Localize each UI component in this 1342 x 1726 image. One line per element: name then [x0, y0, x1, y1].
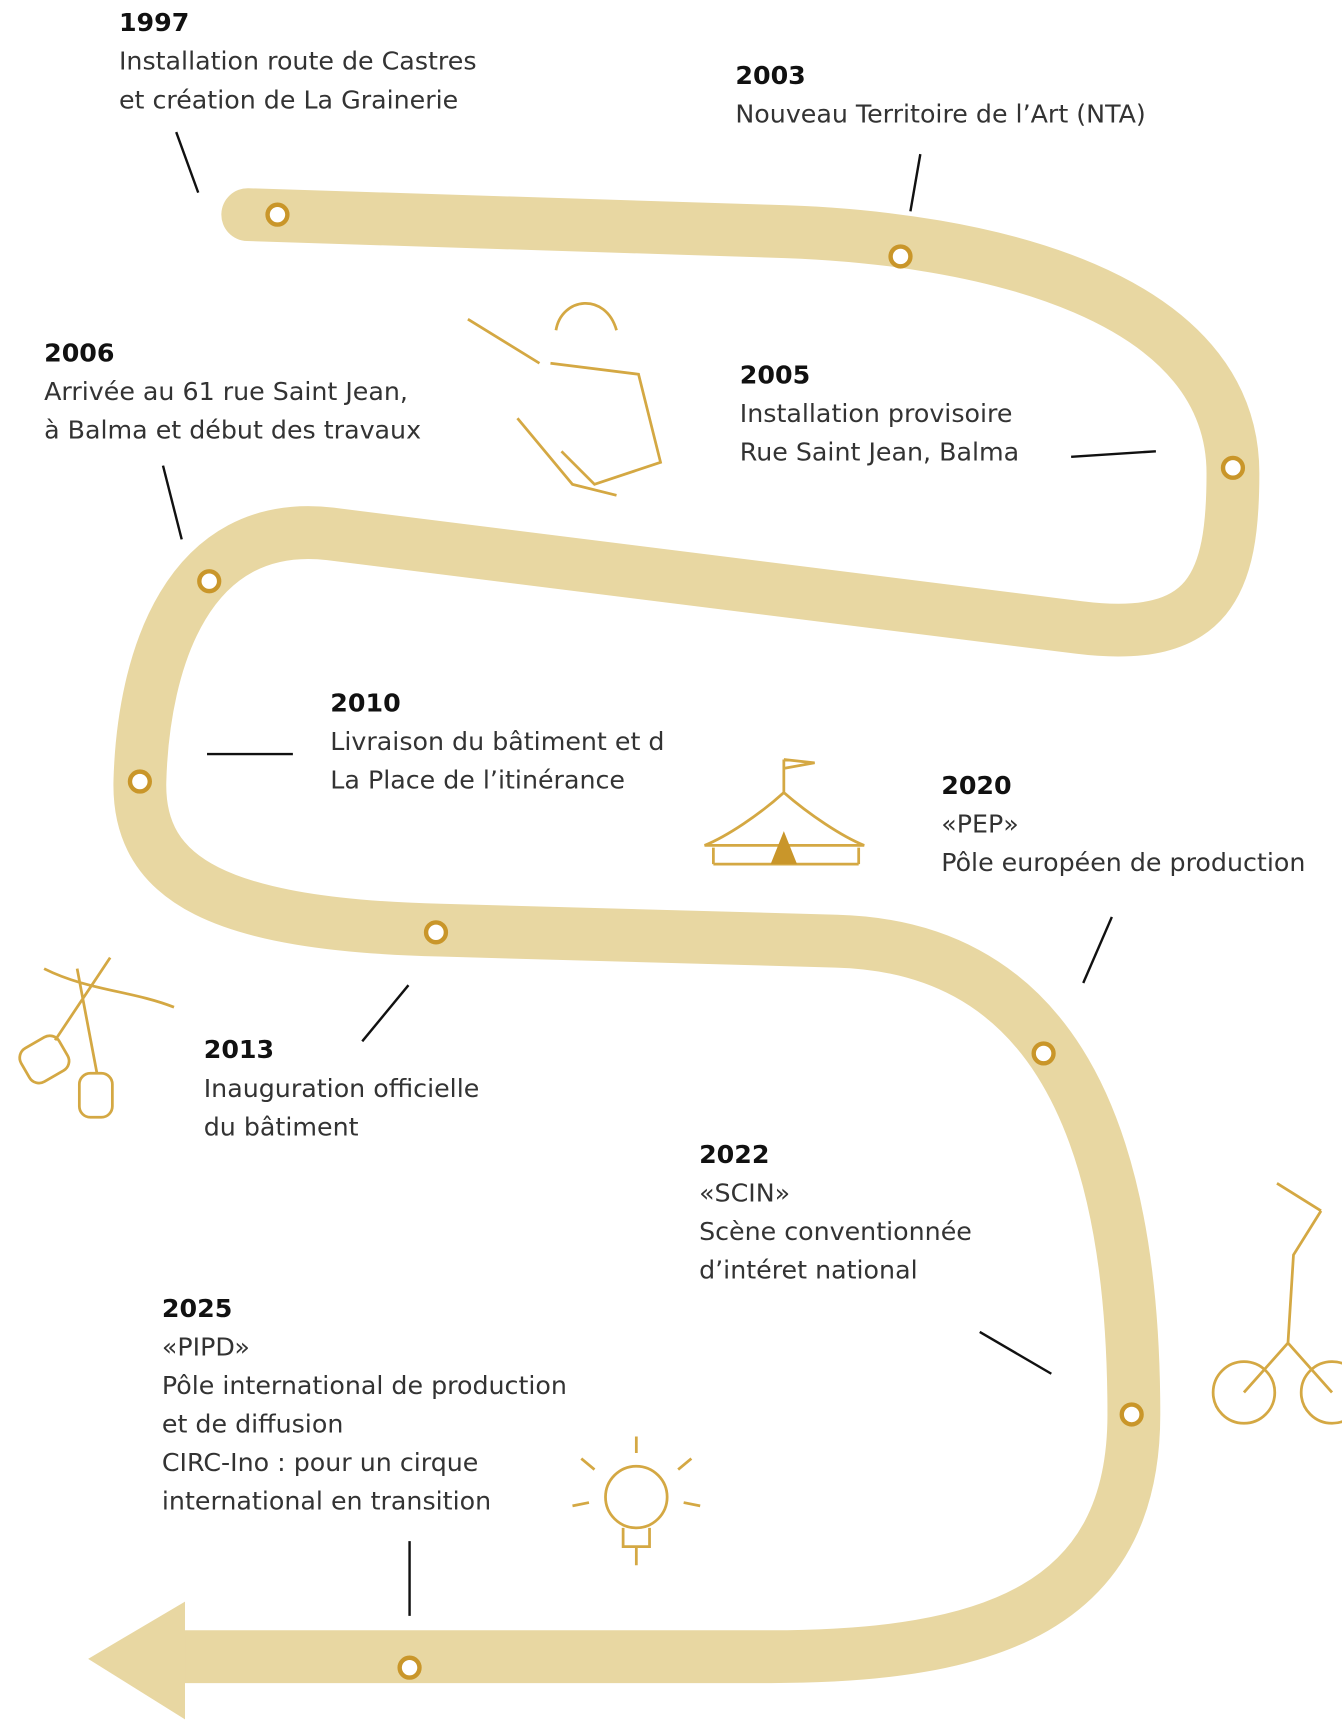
scissors-icon	[16, 958, 174, 1118]
event: 2006 Arrivée au 61 rue Saint Jean, à Balma…	[44, 338, 421, 444]
milestone-dot	[1122, 1405, 1142, 1425]
tent-icon	[705, 760, 865, 865]
event-year: 2020	[941, 771, 1011, 800]
event-text: Arrivée au 61 rue Saint Jean,	[44, 377, 408, 406]
event-text: «SCIN»	[699, 1178, 790, 1207]
event-text: et de diffusion	[162, 1409, 343, 1438]
event-text: CIRC-Ino : pour un cirque	[162, 1448, 478, 1477]
event: 2010 Livraison du bâtiment et d La Place d…	[330, 688, 664, 794]
milestone-dot	[891, 247, 911, 267]
event-text: à Balma et début des travaux	[44, 416, 421, 445]
bulb-icon	[572, 1436, 700, 1565]
milestone-dot	[400, 1658, 420, 1678]
event-text: international en transition	[162, 1487, 491, 1516]
event: 2005 Installation provisoire Rue Saint Jea…	[740, 360, 1019, 466]
event-year: 2022	[699, 1140, 769, 1169]
milestone-dot	[1034, 1044, 1054, 1064]
event-text: Nouveau Territoire de l’Art (NTA)	[735, 100, 1145, 129]
event-text: «PEP»	[941, 810, 1018, 839]
milestone-dot	[268, 205, 288, 225]
event: 1997 Installation route de Castres et créa…	[119, 8, 477, 114]
connector	[1083, 917, 1112, 983]
event-text: Scène conventionnée	[699, 1217, 972, 1246]
event-year: 2025	[162, 1294, 232, 1323]
event-text: «PIPD»	[162, 1332, 250, 1361]
event-text: La Place de l’itinérance	[330, 766, 625, 795]
cyclist-icon	[1213, 1183, 1342, 1423]
event: 2003 Nouveau Territoire de l’Art (NTA)	[735, 61, 1145, 129]
worker-icon	[468, 303, 661, 495]
event-year: 1997	[119, 8, 189, 37]
connector	[910, 154, 920, 211]
milestone-dot	[130, 772, 150, 792]
road-arrow	[88, 1602, 185, 1720]
milestone-dot	[199, 571, 219, 591]
event-year: 2006	[44, 338, 114, 367]
event: 2013 Inauguration officielle du bâtiment	[204, 1035, 480, 1141]
event-text: Inauguration officielle	[204, 1074, 480, 1103]
event: 2022 «SCIN» Scène conventionnée d’intéret n…	[699, 1140, 972, 1285]
event-text: Pôle européen de production	[941, 848, 1305, 877]
event-text: du bâtiment	[204, 1112, 359, 1141]
event-year: 2005	[740, 360, 810, 389]
event-text: d’intéret national	[699, 1255, 918, 1284]
event-year: 2013	[204, 1035, 274, 1064]
connector	[362, 985, 408, 1041]
connector	[176, 132, 198, 193]
event-text: Installation route de Castres	[119, 47, 477, 76]
event: 2020 «PEP» Pôle européen de production	[941, 771, 1305, 877]
event-text: Pôle international de production	[162, 1371, 567, 1400]
timeline: 1997 Installation route de Castres et créa…	[0, 0, 1342, 1726]
milestone-dot	[1223, 458, 1243, 478]
connector	[980, 1332, 1052, 1374]
connector	[1071, 451, 1156, 457]
event-text: Livraison du bâtiment et d	[330, 727, 664, 756]
event-text: Installation provisoire	[740, 399, 1013, 428]
connector	[163, 466, 182, 540]
event: 2025 «PIPD» Pôle international de producti…	[162, 1294, 567, 1516]
event-year: 2010	[330, 688, 400, 717]
event-year: 2003	[735, 61, 805, 90]
milestone-dot	[426, 922, 446, 942]
event-text: Rue Saint Jean, Balma	[740, 438, 1019, 467]
event-text: et création de La Grainerie	[119, 85, 458, 114]
